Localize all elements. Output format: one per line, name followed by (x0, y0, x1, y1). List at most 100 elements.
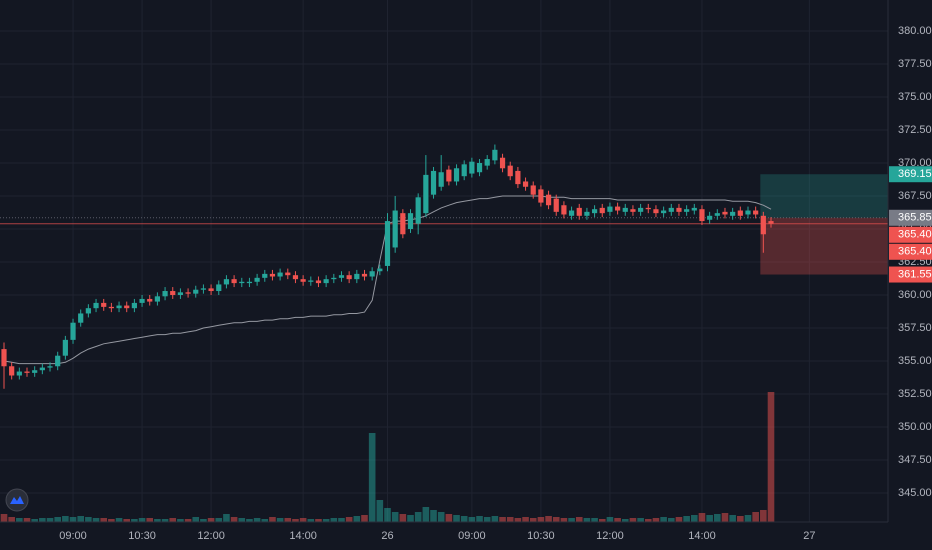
candle-body (423, 174, 429, 214)
candle-body (699, 209, 705, 222)
logo-circle[interactable] (5, 488, 29, 512)
volume-bar (445, 514, 453, 522)
candle-body (737, 210, 743, 216)
volume-bar (131, 519, 138, 522)
volume-bar (752, 512, 759, 522)
candle-body (170, 291, 176, 295)
volume-bar (215, 518, 223, 522)
plot (0, 144, 888, 522)
candle-body (576, 207, 582, 216)
volume-bar (284, 518, 292, 522)
volume-bar (583, 518, 591, 522)
candle-body (730, 211, 736, 216)
candle-body (469, 161, 475, 174)
volume-bar (391, 512, 399, 522)
volume-bar (483, 517, 491, 522)
candle-body (354, 273, 360, 280)
volume-bar (606, 517, 614, 522)
volume-bar (468, 517, 476, 522)
candle-body (668, 207, 674, 212)
volume-bar (330, 518, 338, 522)
candle-body (361, 273, 368, 277)
volume-bar (514, 518, 522, 522)
y-tick-label: 367.50 (898, 190, 932, 202)
candle-body (185, 292, 191, 294)
candle-body (507, 165, 513, 177)
volume-bar (353, 516, 361, 522)
volume-bar (598, 519, 606, 522)
volume-bar (644, 519, 652, 522)
volume-bar (0, 514, 8, 522)
volume-bar (207, 518, 215, 522)
volume-bar (138, 518, 146, 522)
candle-body (622, 207, 628, 212)
candle-body (599, 207, 605, 214)
y-tick-label: 377.50 (898, 58, 932, 70)
x-tick-label: 14:00 (289, 530, 317, 542)
candle-body (285, 272, 291, 276)
candle-body (676, 207, 682, 212)
candle-body (400, 213, 406, 235)
volume-bar (430, 510, 437, 522)
volume-bar (100, 518, 108, 522)
candle-body (62, 339, 68, 356)
y-tick-label: 375.00 (898, 91, 932, 103)
volume-bar (62, 516, 69, 522)
volume-bar (537, 517, 545, 522)
candle-body (714, 213, 720, 216)
volume-bar (154, 519, 161, 522)
volume-bar (161, 519, 169, 522)
candle-body (384, 221, 391, 266)
volume-bar (92, 518, 100, 522)
price-tag (889, 243, 932, 260)
candle-body (415, 197, 421, 224)
volume-bar (399, 514, 407, 522)
volume-bar (23, 518, 31, 522)
volume-bar (591, 518, 598, 522)
x-tick-label: 09:00 (458, 530, 486, 542)
volume-bar (8, 517, 15, 522)
candle-body (377, 268, 383, 272)
volume-bar (721, 513, 729, 522)
target-zone (760, 174, 888, 218)
volume-bar (376, 500, 384, 522)
candle-body (200, 288, 207, 290)
volume-bar (491, 516, 499, 522)
volume-bar (568, 518, 575, 522)
candle-body (331, 277, 337, 280)
candle-body (561, 205, 567, 215)
candle-body (246, 281, 253, 284)
volume-bar (560, 518, 568, 522)
volume-bar (414, 512, 422, 522)
candle-body (47, 366, 53, 368)
volume-bar (269, 517, 276, 522)
volume-bar (338, 518, 345, 522)
volume-bar (706, 515, 713, 522)
volume-bar (384, 508, 391, 522)
logo-icon[interactable] (10, 496, 24, 504)
volume-bar (39, 518, 46, 522)
volume-bar (506, 517, 514, 522)
x-tick-label: 12:00 (197, 530, 225, 542)
candle-body (515, 170, 521, 185)
volume-bar (437, 512, 445, 522)
price-tag (889, 226, 932, 243)
volume-bar (667, 518, 675, 522)
volume-bar (345, 517, 353, 522)
volume-bar (238, 518, 246, 522)
volume-bar (146, 518, 154, 522)
volume-bar (460, 516, 468, 522)
candle-body (147, 298, 153, 302)
x-tick-label: 14:00 (688, 530, 716, 542)
volume-bar (315, 519, 322, 522)
candle-body (430, 170, 437, 195)
price-tag-label: 361.55 (898, 268, 932, 280)
volume-bar (760, 510, 767, 522)
y-tick-label: 355.00 (898, 355, 932, 367)
logo[interactable] (5, 488, 29, 512)
volume-bar (729, 515, 736, 522)
candle-body (154, 296, 160, 302)
stop-zone (760, 217, 888, 275)
candle-body (139, 298, 145, 303)
